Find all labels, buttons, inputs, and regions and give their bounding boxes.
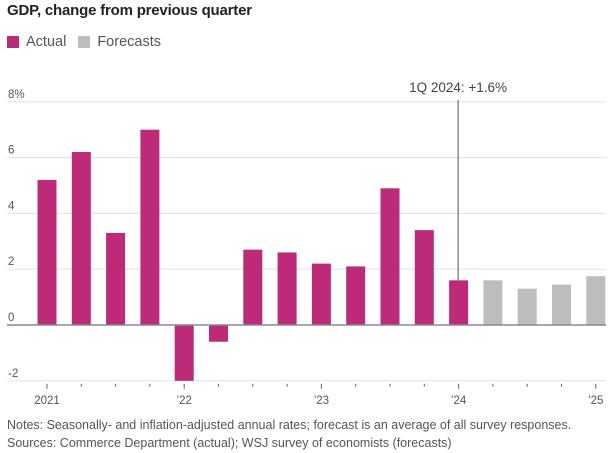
sources-text: Sources: Commerce Department (actual); W… [7, 436, 452, 450]
actual-bar [414, 230, 434, 325]
actual-bar [140, 129, 160, 325]
actual-bar [311, 263, 331, 325]
legend-label-forecasts: Forecasts [97, 34, 161, 50]
gridlines: 8% 6 4 2 0 -2 [7, 89, 606, 382]
x-tick-label: ’24 [451, 395, 467, 407]
x-tick-label: ’22 [177, 395, 192, 407]
actual-bar [449, 280, 469, 325]
legend-swatch-actual [7, 36, 19, 48]
x-tick-label: ’23 [314, 395, 329, 407]
forecasts-bar [483, 280, 503, 325]
actual-bar [277, 252, 297, 325]
y-tick-label: 6 [8, 145, 14, 157]
chart-title: GDP, change from previous quarter [7, 2, 252, 19]
y-tick-label: 4 [8, 200, 15, 212]
forecasts-bar [586, 276, 606, 325]
actual-bar [243, 249, 263, 325]
y-tick-label: -2 [8, 368, 18, 380]
actual-bar [71, 152, 91, 325]
forecasts-bar [517, 288, 537, 325]
y-tick-label: 8% [8, 89, 25, 101]
forecasts-bar [552, 284, 571, 325]
legend-item-forecasts: Forecasts [78, 34, 161, 50]
annotation: 1Q 2024: +1.6% [409, 80, 507, 281]
actual-bar [106, 232, 126, 325]
footnotes: Notes: Seasonally- and inflation-adjuste… [7, 416, 571, 452]
legend: Actual Forecasts [7, 34, 173, 50]
x-axis: 2021 ’22 ’23 ’24 ’25 [7, 324, 606, 407]
actual-bar [380, 188, 400, 325]
x-tick-label: ’25 [588, 395, 603, 407]
actual-bar [174, 325, 194, 381]
notes-text: Notes: Seasonally- and inflation-adjuste… [7, 418, 572, 432]
legend-item-actual: Actual [7, 34, 66, 50]
x-tick-label: 2021 [34, 395, 60, 407]
actual-bar [346, 266, 366, 325]
y-tick-label: 2 [8, 256, 14, 268]
annotation-label: 1Q 2024: +1.6% [409, 80, 507, 95]
actual-bar [209, 325, 228, 342]
y-tick-label: 0 [8, 312, 14, 324]
legend-label-actual: Actual [26, 34, 67, 50]
legend-swatch-forecasts [78, 36, 91, 48]
actual-bar [37, 179, 57, 325]
bars [37, 129, 606, 381]
